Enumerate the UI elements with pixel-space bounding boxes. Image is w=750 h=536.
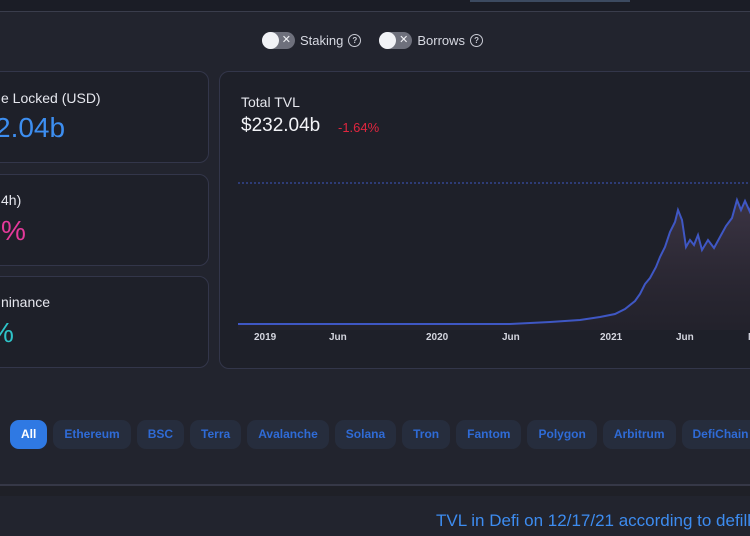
toggle-bar: ✕ Staking ? ✕ Borrows ? [262,32,484,49]
borrows-label: Borrows [417,33,466,48]
borrows-toggle[interactable]: ✕ Borrows ? [379,32,484,49]
chain-filter-bar: All Ethereum BSC Terra Avalanche Solana … [10,420,750,449]
chart-value: $232.04b [241,115,321,136]
tvl-area-chart[interactable] [220,72,750,370]
x-tick: Jun [502,332,520,343]
dominance-value: % [0,317,14,349]
tvl-value: 2.04b [0,112,66,143]
tvl-line [238,196,750,325]
question-circle-icon[interactable]: ? [470,34,484,47]
chain-chip-all[interactable]: All [10,420,48,449]
top-edge-strip [0,0,750,12]
x-tick: Jun [676,332,694,343]
total-tvl-chart-card: Total TVL $232.04b -1.64% 2019 Jun 2020 … [219,71,750,369]
change-24h-value: % [1,215,26,246]
x-tick: N [748,332,750,343]
x-tick: Jun [329,332,347,343]
chain-chip-bsc[interactable]: BSC [136,420,185,449]
x-tick: 2021 [600,332,623,343]
chain-chip-terra[interactable]: Terra [190,420,242,449]
staking-switch[interactable]: ✕ [262,32,295,49]
dominance-card: ninance % [0,276,209,368]
total-value-locked-card: e Locked (USD) 2.04b [0,71,209,163]
chain-chip-avalanche[interactable]: Avalanche [247,420,329,449]
chart-title: Total TVL [241,94,300,110]
change-24h-label: 4h) [1,192,22,208]
chain-chip-fantom[interactable]: Fantom [456,420,522,449]
question-circle-icon[interactable]: ? [348,34,362,47]
chain-chip-arbitrum[interactable]: Arbitrum [602,420,676,449]
borrows-switch[interactable]: ✕ [379,32,413,49]
close-icon: ✕ [281,34,291,46]
divider [0,484,750,486]
x-tick: 2020 [426,332,449,343]
bottom-band [0,486,750,496]
change-24h-card: 4h) % [0,174,209,266]
tvl-label: e Locked (USD) [1,90,101,106]
chain-chip-ethereum[interactable]: Ethereum [53,420,131,449]
switch-knob [379,32,397,49]
chain-chip-defichain[interactable]: DefiChain [681,420,750,449]
chain-chip-polygon[interactable]: Polygon [527,420,597,449]
image-caption: TVL in Defi on 12/17/21 according to def… [436,511,750,530]
chain-chip-tron[interactable]: Tron [402,420,451,449]
x-tick: 2019 [254,332,277,343]
staking-label: Staking [300,33,344,48]
switch-knob [262,32,279,49]
chart-change: -1.64% [338,120,380,135]
chain-chip-solana[interactable]: Solana [334,420,397,449]
close-icon: ✕ [399,34,409,46]
dominance-label: ninance [1,294,51,310]
staking-toggle[interactable]: ✕ Staking ? [262,32,362,49]
